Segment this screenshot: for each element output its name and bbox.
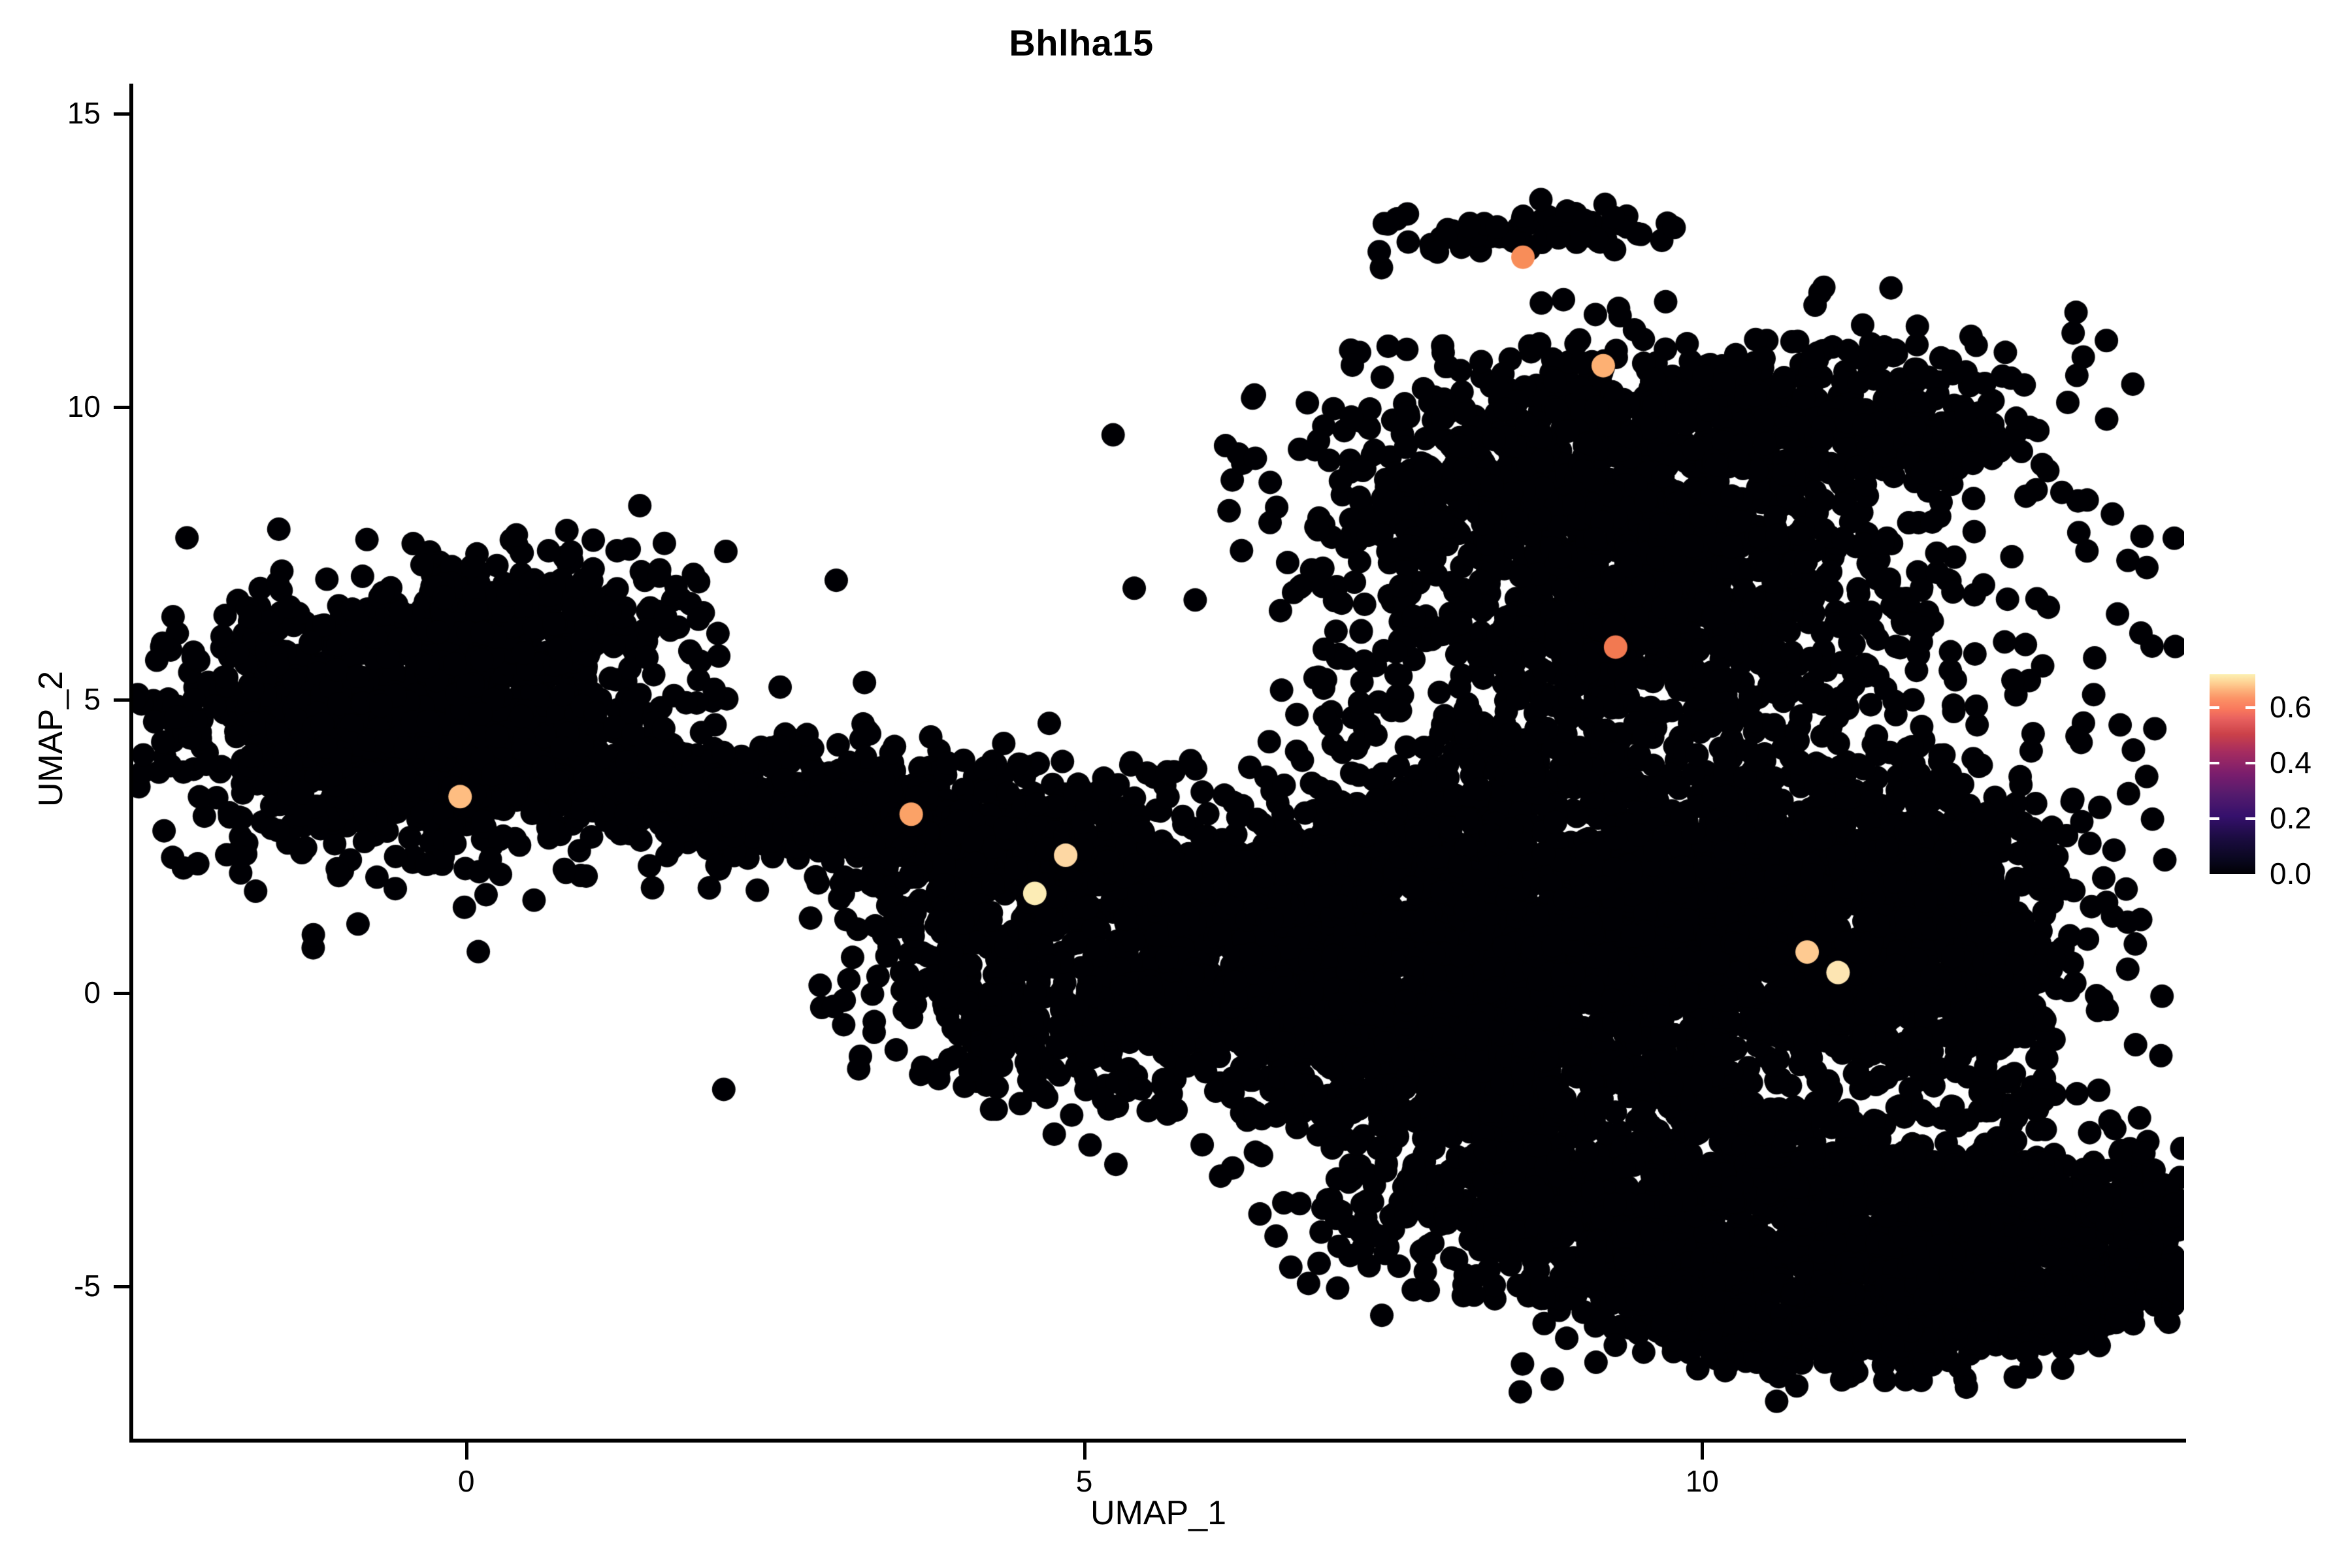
y-axis-line <box>129 84 133 1443</box>
y-tick-mark <box>114 698 131 702</box>
x-tick-mark <box>1701 1443 1705 1460</box>
colorbar-tick-label: 0.0 <box>2270 857 2311 890</box>
x-tick-mark <box>465 1443 468 1460</box>
x-axis-line <box>129 1439 2186 1443</box>
colorbar-legend: 0.0 0.2 0.4 0.6 <box>2210 666 2347 889</box>
y-tick-mark <box>114 405 131 409</box>
y-tick-mark <box>114 112 131 116</box>
colorbar-tick-label: 0.4 <box>2270 745 2311 779</box>
x-axis-title: UMAP_1 <box>1090 1494 1227 1532</box>
y-tick-label: -5 <box>74 1268 101 1303</box>
y-tick-mark <box>114 1284 131 1288</box>
x-tick-label: 0 <box>457 1464 475 1498</box>
y-tick-mark <box>114 991 131 995</box>
colorbar-tick-mark <box>2210 762 2219 764</box>
colorbar-tick-label: 0.6 <box>2270 690 2311 724</box>
colorbar-tick-mark <box>2246 706 2255 709</box>
page-title: Bhlha15 <box>1009 22 1154 63</box>
y-tick-label: 0 <box>84 975 101 1009</box>
colorbar-gradient <box>2210 674 2255 874</box>
colorbar-tick-mark <box>2210 817 2219 820</box>
scatter-point-cloud <box>133 78 2184 1439</box>
plot-panel <box>133 78 2184 1439</box>
colorbar-tick-label: 0.2 <box>2270 801 2311 835</box>
colorbar-tick-mark <box>2246 817 2255 820</box>
y-tick-label: 15 <box>67 95 101 130</box>
x-tick-label: 5 <box>1075 1464 1093 1498</box>
y-tick-label: 10 <box>67 389 101 423</box>
colorbar-tick-mark <box>2210 706 2219 709</box>
x-tick-mark <box>1083 1443 1086 1460</box>
colorbar-tick-mark <box>2246 762 2255 764</box>
y-tick-label: 5 <box>84 682 101 717</box>
y-axis-title: UMAP_2 <box>32 670 70 808</box>
x-tick-label: 10 <box>1685 1464 1719 1498</box>
